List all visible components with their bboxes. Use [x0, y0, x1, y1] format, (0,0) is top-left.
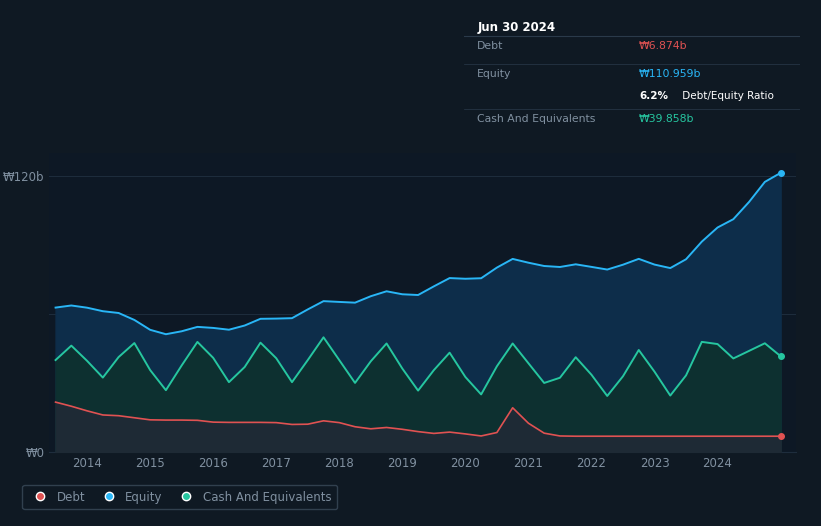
Text: Debt/Equity Ratio: Debt/Equity Ratio	[679, 92, 774, 102]
Text: ₩39.858b: ₩39.858b	[639, 114, 695, 124]
Text: Jun 30 2024: Jun 30 2024	[477, 21, 556, 34]
Text: 6.2%: 6.2%	[639, 92, 668, 102]
Text: ₩6.874b: ₩6.874b	[639, 41, 687, 51]
Text: ₩110.959b: ₩110.959b	[639, 68, 701, 78]
Text: Debt: Debt	[477, 41, 504, 51]
Legend: Debt, Equity, Cash And Equivalents: Debt, Equity, Cash And Equivalents	[22, 484, 337, 510]
Text: Cash And Equivalents: Cash And Equivalents	[477, 114, 596, 124]
Text: Equity: Equity	[477, 68, 511, 78]
